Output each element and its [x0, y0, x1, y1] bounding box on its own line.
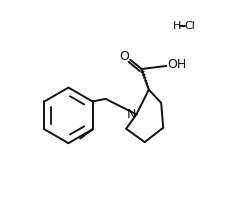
Text: O: O: [119, 49, 129, 63]
Text: N: N: [127, 108, 136, 121]
Text: OH: OH: [167, 58, 186, 71]
Text: H: H: [173, 21, 181, 31]
Text: Cl: Cl: [185, 21, 196, 31]
